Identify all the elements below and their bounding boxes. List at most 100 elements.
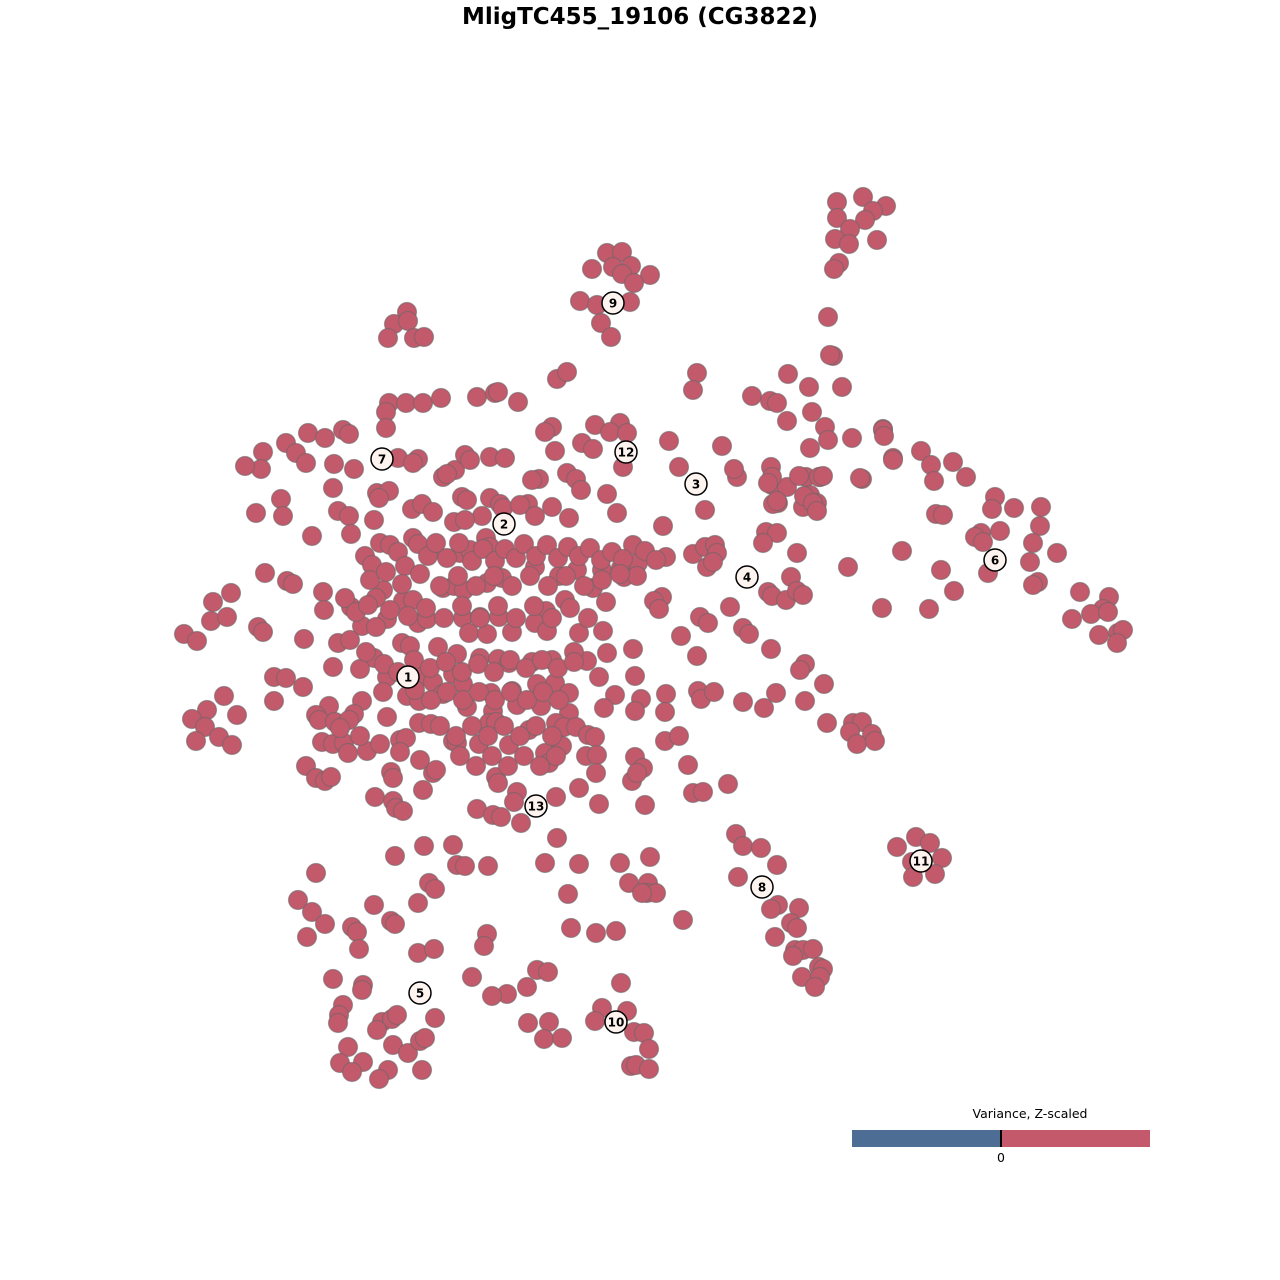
data-point — [753, 697, 775, 719]
data-point — [494, 447, 516, 469]
data-point — [616, 422, 638, 444]
data-point — [465, 755, 487, 777]
plot-title: MligTC455_19106 (CG3822) — [461, 4, 819, 30]
data-point — [573, 575, 595, 597]
data-point — [544, 440, 566, 462]
data-point — [395, 392, 417, 414]
data-point — [686, 362, 708, 384]
data-point — [521, 469, 543, 491]
cluster-label-1: 1 — [396, 665, 420, 689]
data-point — [582, 438, 604, 460]
data-point — [213, 685, 235, 707]
data-point — [537, 961, 559, 983]
data-point — [355, 641, 377, 663]
cluster-label-text: 3 — [692, 478, 700, 492]
data-point — [1029, 515, 1051, 537]
data-point — [634, 794, 656, 816]
data-point — [823, 258, 845, 280]
data-point — [465, 575, 487, 597]
data-point — [652, 515, 674, 537]
data-point — [882, 449, 904, 471]
data-point — [459, 449, 481, 471]
data-point — [424, 1007, 446, 1029]
data-point — [1088, 624, 1110, 646]
data-point — [477, 855, 499, 877]
data-point — [221, 734, 243, 756]
data-point — [569, 290, 591, 312]
data-point — [563, 651, 585, 673]
data-point — [425, 532, 447, 554]
data-point — [609, 852, 631, 874]
data-point — [538, 1011, 560, 1033]
data-point — [341, 1061, 363, 1083]
data-point — [585, 922, 607, 944]
data-point — [500, 681, 522, 703]
data-point — [531, 649, 553, 671]
data-point — [507, 391, 529, 413]
data-point — [727, 866, 749, 888]
data-point — [703, 681, 725, 703]
data-point — [723, 458, 745, 480]
data-point — [655, 683, 677, 705]
data-point — [639, 264, 661, 286]
data-point — [314, 913, 336, 935]
data-point — [658, 430, 680, 452]
data-point — [802, 938, 824, 960]
data-point — [981, 498, 1003, 520]
data-point — [541, 496, 563, 518]
cluster-label-text: 9 — [609, 297, 617, 311]
data-point — [590, 312, 612, 334]
data-point — [606, 502, 628, 524]
data-point — [322, 477, 344, 499]
data-point — [409, 563, 431, 585]
data-point — [516, 689, 538, 711]
cluster-label-8: 8 — [750, 875, 774, 899]
data-point — [812, 465, 834, 487]
data-point — [516, 976, 538, 998]
data-point — [801, 401, 823, 423]
data-point — [436, 463, 458, 485]
data-point — [568, 853, 590, 875]
data-point — [738, 623, 760, 645]
data-point — [305, 862, 327, 884]
data-point — [487, 772, 509, 794]
data-point — [595, 591, 617, 613]
data-point — [338, 505, 360, 527]
data-point — [379, 599, 401, 621]
data-point — [537, 575, 559, 597]
data-point — [765, 682, 787, 704]
data-point — [837, 556, 859, 578]
data-point — [263, 690, 285, 712]
data-point — [337, 1036, 359, 1058]
data-point — [955, 466, 977, 488]
data-point — [555, 565, 577, 587]
data-point — [503, 791, 525, 813]
data-point — [600, 326, 622, 348]
data-point — [792, 584, 814, 606]
colorbar-zero-label: 0 — [997, 1150, 1005, 1165]
data-point — [301, 525, 323, 547]
data-point — [668, 725, 690, 747]
data-point — [411, 1059, 433, 1081]
data-point — [529, 755, 551, 777]
data-point — [545, 786, 567, 808]
cluster-label-circle — [983, 548, 1007, 572]
data-point — [397, 605, 419, 627]
data-point — [357, 594, 379, 616]
data-point — [910, 440, 932, 462]
data-point — [448, 532, 470, 554]
data-point — [312, 581, 334, 603]
data-point — [420, 689, 442, 711]
data-point — [466, 386, 488, 408]
data-point — [392, 800, 414, 822]
cluster-label-text: 4 — [743, 571, 751, 585]
data-point — [534, 852, 556, 874]
cluster-label-circle — [408, 981, 432, 1005]
data-point — [702, 551, 724, 573]
data-point — [296, 926, 318, 948]
cluster-label-circle — [684, 472, 708, 496]
data-point — [386, 1004, 408, 1026]
data-point — [533, 1028, 555, 1050]
data-point — [186, 630, 208, 652]
cluster-label-circle — [524, 794, 548, 818]
